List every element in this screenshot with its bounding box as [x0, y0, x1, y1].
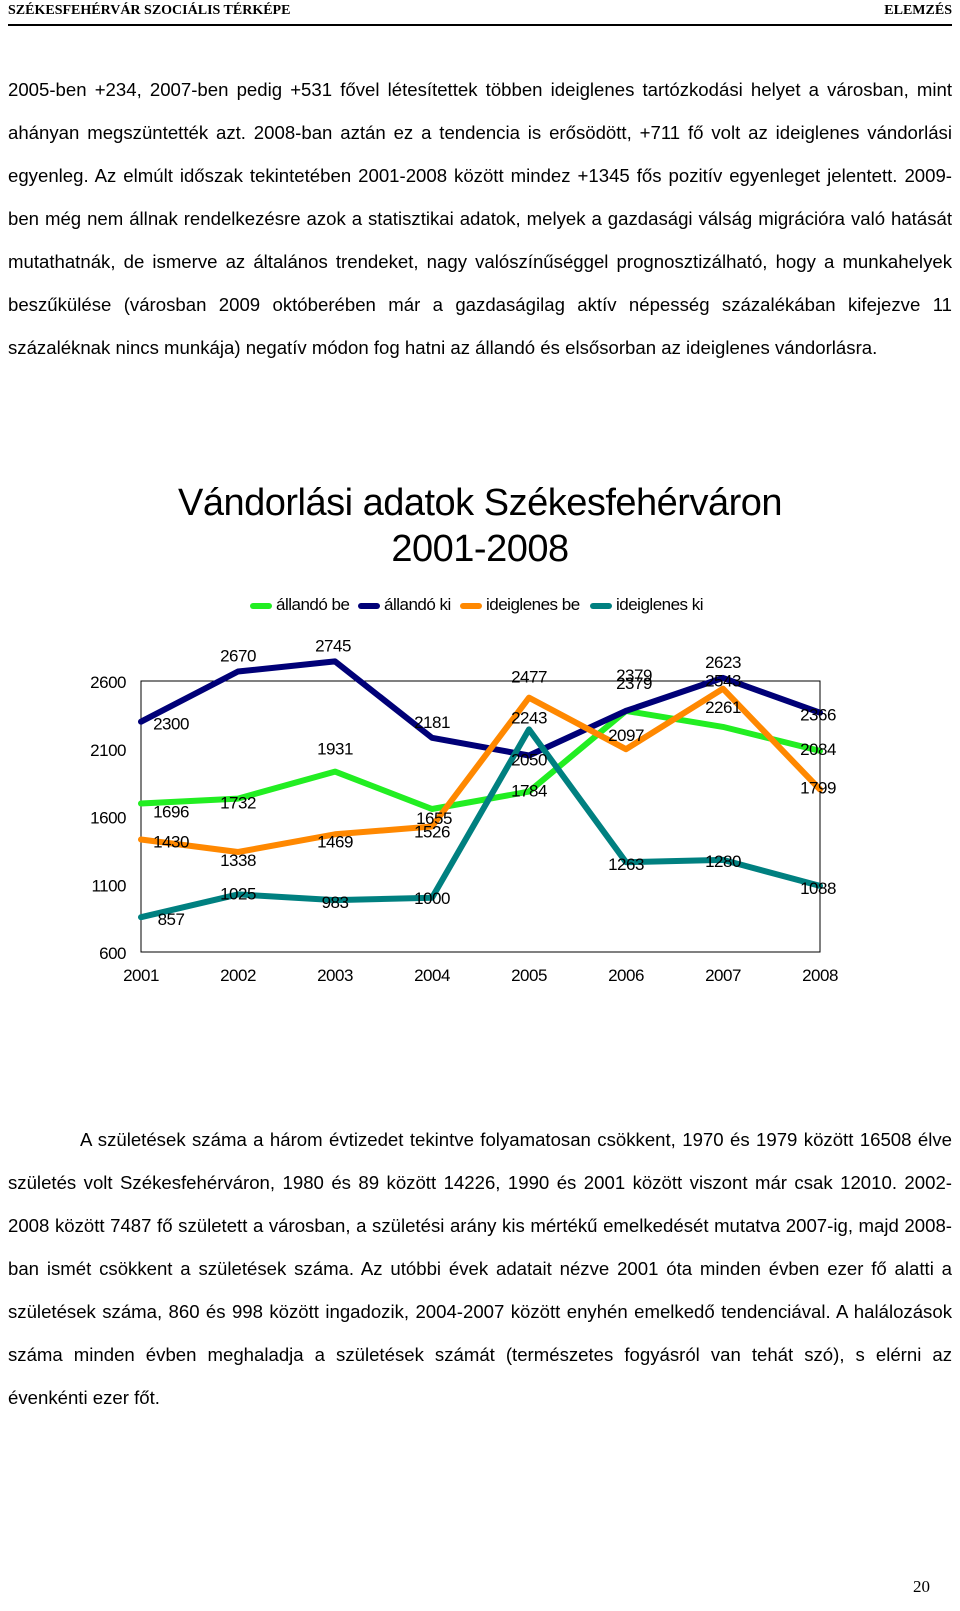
x-tick-label: 2008	[802, 966, 838, 985]
data-label: 1430	[153, 833, 189, 852]
data-label: 2543	[705, 672, 741, 691]
data-label: 1000	[414, 889, 450, 908]
paragraph-births: A születések száma a három évtizedet tek…	[8, 1129, 952, 1408]
legend-label: ideiglenes be	[486, 595, 580, 614]
data-label: 1655	[416, 809, 452, 828]
x-tick-label: 2007	[705, 966, 741, 985]
header-title: SZÉKESFEHÉRVÁR SZOCIÁLIS TÉRKÉPE	[8, 3, 291, 18]
series-line-1	[138, 658, 823, 759]
paragraph-migration: 2005-ben +234, 2007-ben pedig +531 fővel…	[8, 79, 952, 358]
data-label: 2379	[616, 674, 652, 693]
data-label: 1088	[800, 879, 836, 898]
legend-label: ideiglenes ki	[616, 595, 704, 614]
y-tick-label: 1600	[90, 809, 126, 828]
series-line-0	[138, 707, 823, 812]
y-tick-label: 1100	[91, 876, 126, 895]
data-label: 2243	[511, 708, 547, 727]
data-label: 2300	[153, 715, 189, 734]
y-tick-label: 2100	[90, 741, 126, 760]
migration-chart: Vándorlási adatok Székesfehérváron 2001-…	[0, 470, 960, 1030]
x-tick-label: 2001	[123, 966, 159, 985]
page-header: SZÉKESFEHÉRVÁR SZOCIÁLIS TÉRKÉPE ELEMZÉS	[8, 0, 952, 26]
legend-label: állandó be	[276, 595, 350, 614]
data-label: 1469	[317, 832, 353, 851]
chart-title-line1: Vándorlási adatok Székesfehérváron	[177, 482, 783, 524]
data-label: 2097	[608, 726, 644, 745]
data-label: 1263	[608, 855, 644, 874]
data-label: 2745	[315, 636, 351, 655]
page-number: 20	[913, 1577, 930, 1596]
data-label: 1338	[220, 851, 256, 870]
legend-swatch	[590, 603, 612, 609]
x-tick-label: 2002	[220, 966, 256, 985]
x-tick-label: 2005	[511, 966, 547, 985]
legend-swatch	[358, 603, 380, 609]
data-label: 1696	[153, 802, 189, 821]
data-label: 2477	[511, 668, 547, 687]
series-line-2	[138, 685, 823, 855]
data-label: 1732	[220, 794, 256, 813]
data-label: 1931	[317, 740, 353, 759]
x-tick-label: 2003	[317, 966, 353, 985]
plot-frame	[140, 680, 821, 953]
data-label: 1784	[511, 782, 547, 801]
data-label: 2379	[616, 666, 652, 685]
data-label: 1799	[800, 779, 836, 798]
chart-plot: 600 1100 1600 2100 2600 2001 2002 2003 2004 2005 2…	[90, 636, 838, 985]
legend-swatch	[250, 603, 272, 609]
data-label: 2366	[800, 706, 836, 725]
data-label: 1280	[705, 852, 741, 871]
data-label: 2084	[800, 740, 836, 759]
chart-title-line2: 2001-2008	[391, 528, 569, 570]
data-label: 983	[322, 893, 349, 912]
data-label: 1526	[414, 823, 450, 842]
series-line-3	[138, 726, 823, 921]
data-label: 2261	[705, 698, 741, 717]
x-tick-label: 2006	[608, 966, 644, 985]
data-label: 2181	[414, 713, 450, 732]
legend-swatch	[460, 603, 482, 609]
data-label: 1025	[220, 884, 256, 903]
data-label: 2670	[220, 647, 256, 666]
y-tick-label: 2600	[90, 673, 126, 692]
data-label: 2623	[705, 653, 741, 672]
header-section: ELEMZÉS	[884, 3, 952, 18]
chart-legend: állandó be állandó ki ideiglenes be idei…	[250, 594, 730, 616]
data-label: 857	[158, 910, 185, 929]
y-tick-label: 600	[99, 944, 126, 963]
legend-label: állandó ki	[384, 595, 451, 614]
data-label: 2050	[511, 751, 547, 770]
x-tick-label: 2004	[414, 966, 450, 985]
